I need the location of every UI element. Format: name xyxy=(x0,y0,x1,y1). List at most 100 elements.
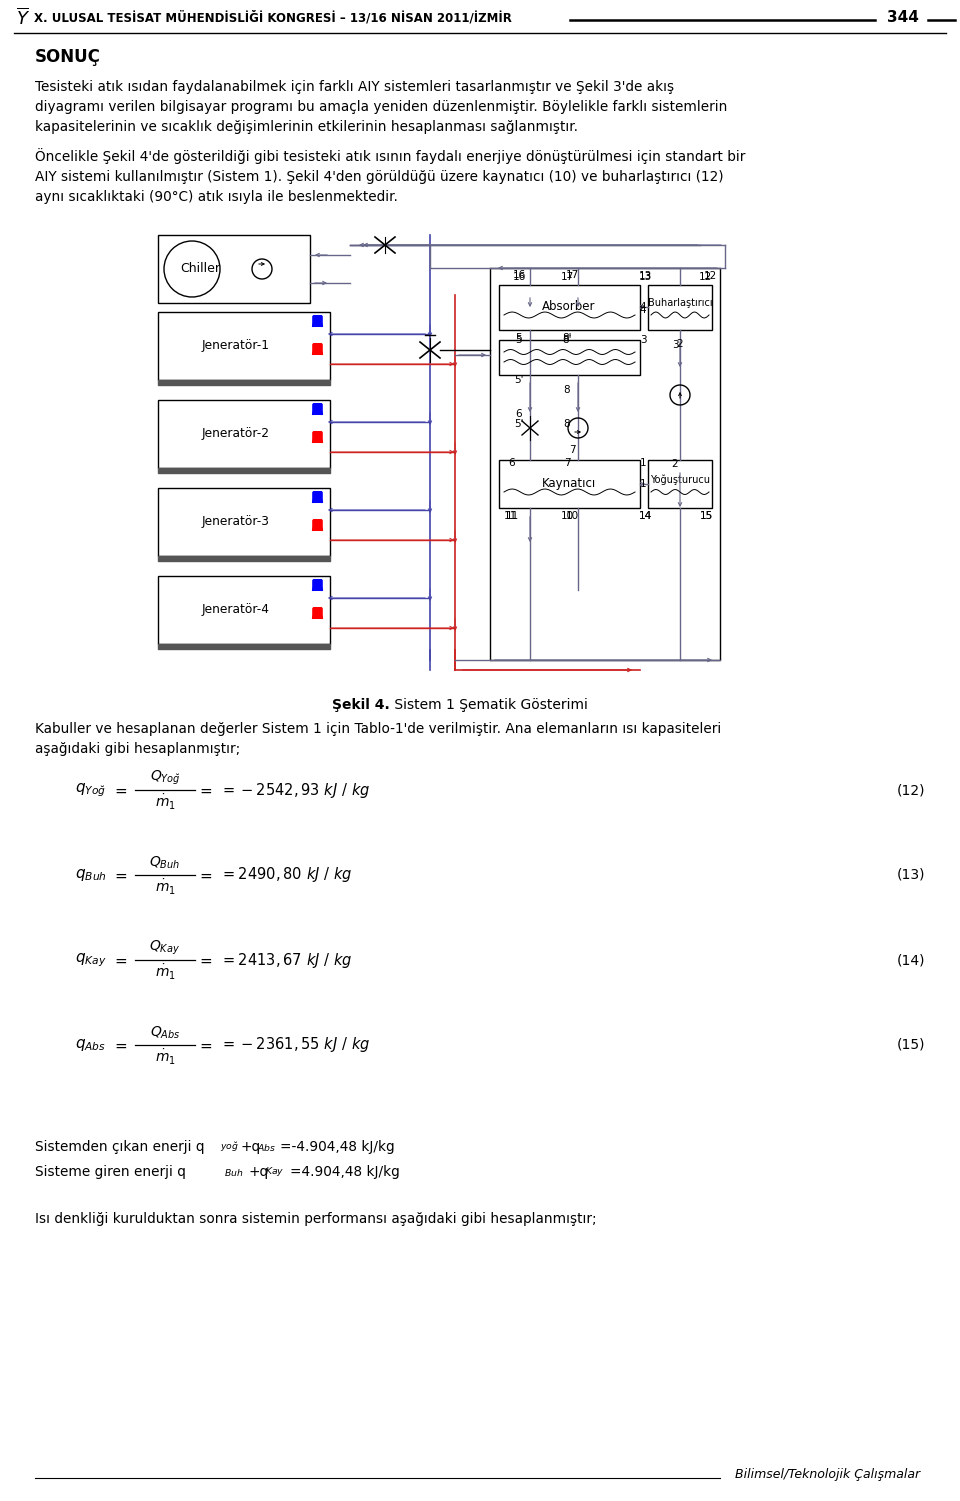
Text: 10: 10 xyxy=(561,510,573,521)
Text: 8: 8 xyxy=(564,384,570,395)
Text: =4.904,48 kJ/kg: =4.904,48 kJ/kg xyxy=(290,1165,399,1178)
Text: Sisteme giren enerji q: Sisteme giren enerji q xyxy=(35,1165,186,1178)
Text: 4: 4 xyxy=(639,302,646,312)
Text: $q_{Buh}$: $q_{Buh}$ xyxy=(75,868,107,883)
Bar xyxy=(158,488,330,555)
Text: $= -2542,93\ kJ\ /\ kg$: $= -2542,93\ kJ\ /\ kg$ xyxy=(220,781,371,800)
Text: Buharlaştırıcı: Buharlaştırıcı xyxy=(648,299,712,308)
Text: $_{Buh}$: $_{Buh}$ xyxy=(224,1165,244,1178)
Text: 8: 8 xyxy=(564,419,570,429)
Bar xyxy=(158,399,330,468)
Text: 16: 16 xyxy=(513,272,526,282)
Text: Jeneratör-3: Jeneratör-3 xyxy=(202,515,270,528)
Bar xyxy=(499,459,640,507)
Text: Isı denkliği kurulduktan sonra sistemin performansı aşağıdaki gibi hesaplanmıştı: Isı denkliği kurulduktan sonra sistemin … xyxy=(35,1211,596,1226)
Text: $Q_{Buh}$: $Q_{Buh}$ xyxy=(150,854,180,871)
Text: +q: +q xyxy=(240,1139,260,1154)
Text: 11: 11 xyxy=(503,510,516,521)
Text: Tesisteki atık ısıdan faydalanabilmek için farklı AIY sistemleri tasarlanmıştır : Tesisteki atık ısıdan faydalanabilmek iç… xyxy=(35,80,728,134)
Bar xyxy=(490,269,720,660)
Text: Jeneratör-2: Jeneratör-2 xyxy=(202,428,270,440)
Text: $_{Kay}$: $_{Kay}$ xyxy=(265,1165,284,1178)
Text: $=$: $=$ xyxy=(112,868,128,883)
Text: SONUÇ: SONUÇ xyxy=(35,48,101,66)
Text: (14): (14) xyxy=(897,953,925,967)
Text: Öncelikle Şekil 4'de gösterildiği gibi tesisteki atık ısının faydalı enerjiye dö: Öncelikle Şekil 4'de gösterildiği gibi t… xyxy=(35,149,745,204)
Text: 14: 14 xyxy=(638,510,652,521)
Text: 12: 12 xyxy=(704,272,716,281)
Text: 13: 13 xyxy=(638,272,652,281)
Text: Bilimsel/Teknolojik Çalışmalar: Bilimsel/Teknolojik Çalışmalar xyxy=(734,1468,920,1481)
Text: $\dot{m}_1$: $\dot{m}_1$ xyxy=(155,793,176,812)
Text: =-4.904,48 kJ/kg: =-4.904,48 kJ/kg xyxy=(280,1139,395,1154)
Text: 4: 4 xyxy=(639,305,646,315)
Text: 5': 5' xyxy=(515,419,524,429)
Bar xyxy=(158,312,330,380)
Text: 1: 1 xyxy=(639,458,646,468)
Text: $=$: $=$ xyxy=(112,953,128,968)
Text: Şekil 4.: Şekil 4. xyxy=(332,698,390,711)
Text: $= 2413,67\ kJ\ /\ kg$: $= 2413,67\ kJ\ /\ kg$ xyxy=(220,950,352,970)
Bar xyxy=(499,341,640,375)
Text: 11: 11 xyxy=(505,510,518,521)
Text: 344: 344 xyxy=(887,11,919,26)
Text: 6: 6 xyxy=(509,458,516,468)
Text: $q_{Kay}$: $q_{Kay}$ xyxy=(75,952,107,968)
Text: 8': 8' xyxy=(563,333,572,344)
Text: $\dot{m}_1$: $\dot{m}_1$ xyxy=(155,962,176,982)
Text: $_{Abs}$: $_{Abs}$ xyxy=(257,1139,276,1153)
Text: +q: +q xyxy=(248,1165,268,1178)
Text: 16: 16 xyxy=(513,270,526,281)
Text: $Q_{Abs}$: $Q_{Abs}$ xyxy=(150,1025,180,1042)
Text: $\overline{Y}$: $\overline{Y}$ xyxy=(16,8,30,29)
Text: $\dot{m}_1$: $\dot{m}_1$ xyxy=(155,1048,176,1067)
Bar xyxy=(648,459,712,507)
Text: 5: 5 xyxy=(516,335,522,345)
Text: $Q_{Yo\breve{g}}$: $Q_{Yo\breve{g}}$ xyxy=(150,769,180,787)
Bar xyxy=(158,236,310,303)
Text: 17: 17 xyxy=(565,270,579,281)
Text: 2: 2 xyxy=(677,339,684,350)
Text: 2: 2 xyxy=(672,459,679,468)
Text: 7: 7 xyxy=(564,458,570,468)
Text: $= -2361,55\ kJ\ /\ kg$: $= -2361,55\ kJ\ /\ kg$ xyxy=(220,1036,371,1055)
Text: $=$: $=$ xyxy=(197,953,213,968)
Text: Kabuller ve hesaplanan değerler Sistem 1 için Tablo-1'de verilmiştir. Ana eleman: Kabuller ve hesaplanan değerler Sistem 1… xyxy=(35,722,721,757)
Text: 10: 10 xyxy=(565,510,579,521)
Text: $_{yo\breve{g}}$: $_{yo\breve{g}}$ xyxy=(220,1139,239,1154)
Bar xyxy=(499,285,640,330)
Text: 14: 14 xyxy=(638,510,652,521)
Text: 6: 6 xyxy=(516,408,522,419)
Text: $\dot{m}_1$: $\dot{m}_1$ xyxy=(155,878,176,896)
Text: Jeneratör-1: Jeneratör-1 xyxy=(202,339,270,353)
Text: $=$: $=$ xyxy=(197,782,213,797)
Text: 3: 3 xyxy=(672,341,679,350)
Text: $=$: $=$ xyxy=(112,1037,128,1052)
Text: 3: 3 xyxy=(639,335,646,345)
Text: $=$: $=$ xyxy=(197,868,213,883)
Text: (15): (15) xyxy=(897,1039,925,1052)
Text: $q_{Yo\breve{g}}$: $q_{Yo\breve{g}}$ xyxy=(75,781,106,799)
Text: (13): (13) xyxy=(897,868,925,883)
Text: 15: 15 xyxy=(700,510,712,521)
Text: Kaynatıcı: Kaynatıcı xyxy=(541,477,596,491)
Text: $Q_{Kay}$: $Q_{Kay}$ xyxy=(150,938,180,958)
Text: 7: 7 xyxy=(568,444,575,455)
Text: Jeneratör-4: Jeneratör-4 xyxy=(202,603,270,617)
Text: 13: 13 xyxy=(638,272,652,282)
Text: Yoğuşturucu: Yoğuşturucu xyxy=(650,474,710,485)
Text: Sistem 1 Şematik Gösterimi: Sistem 1 Şematik Gösterimi xyxy=(390,698,588,711)
Bar xyxy=(158,576,330,644)
Bar xyxy=(648,285,712,330)
Text: 1: 1 xyxy=(639,479,646,489)
Text: 5': 5' xyxy=(515,375,524,384)
Text: $=$: $=$ xyxy=(112,782,128,797)
Text: (12): (12) xyxy=(897,784,925,797)
Text: 12: 12 xyxy=(698,272,711,282)
Text: 15: 15 xyxy=(700,510,712,521)
Text: 8': 8' xyxy=(563,335,572,345)
Text: X. ULUSAL TESİSAT MÜHENDİSLİĞİ KONGRESİ – 13/16 NİSAN 2011/İZMİR: X. ULUSAL TESİSAT MÜHENDİSLİĞİ KONGRESİ … xyxy=(34,11,512,24)
Text: 17: 17 xyxy=(561,272,574,282)
Text: Absorber: Absorber xyxy=(542,300,596,314)
Text: Chiller: Chiller xyxy=(180,263,220,276)
